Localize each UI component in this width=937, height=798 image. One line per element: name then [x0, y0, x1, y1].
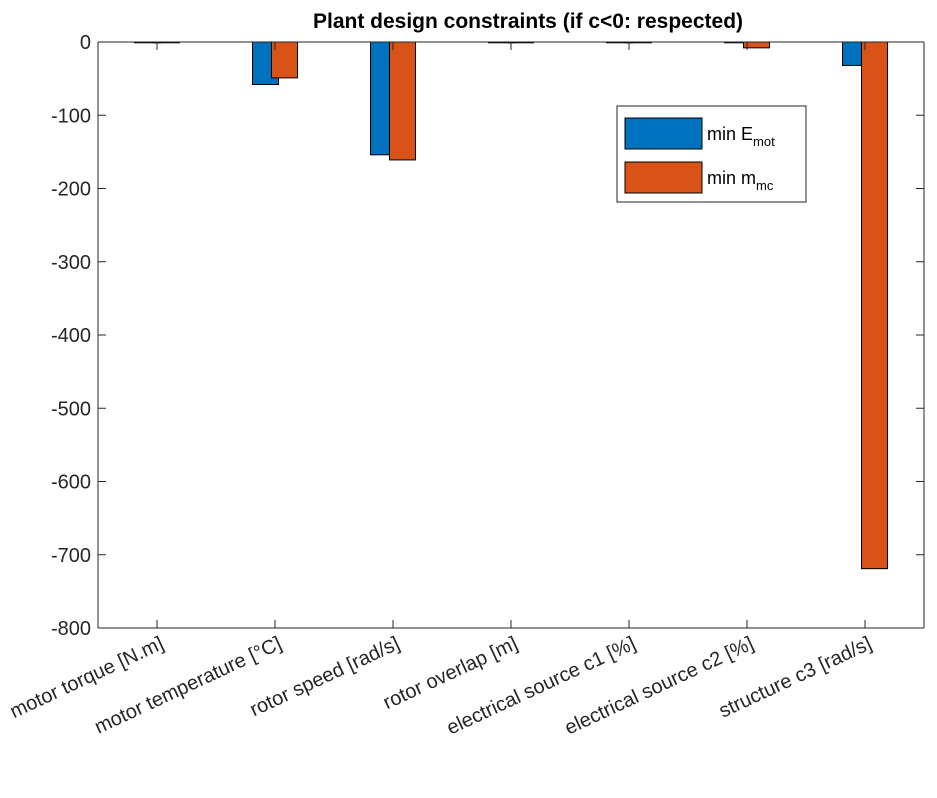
y-tick-label: 0 — [80, 32, 91, 54]
x-tick-label: electrical source c2 [%] — [561, 633, 757, 740]
y-tick-label: -400 — [51, 325, 91, 347]
legend-label-subscript: mc — [756, 178, 774, 193]
legend: min Emot min mmc — [616, 105, 807, 203]
legend-label-subscript: mot — [753, 134, 775, 149]
y-tick-label: -500 — [51, 398, 91, 420]
legend-swatch — [624, 161, 703, 194]
legend-swatch — [624, 117, 703, 150]
legend-label: min mmc — [707, 168, 774, 193]
bar-min-mmc-1 — [271, 41, 298, 79]
y-tick-label: -100 — [51, 105, 91, 127]
chart-title: Plant design constraints (if c<0: respec… — [313, 10, 743, 33]
legend-label-main: min E — [707, 124, 753, 144]
x-tick-label: electrical source c1 [%] — [443, 633, 639, 740]
y-tick-label: -700 — [51, 545, 91, 567]
y-tick-label: -600 — [51, 472, 91, 494]
y-tick-label: -800 — [51, 618, 91, 640]
x-tick-label: motor temperature [°C] — [91, 633, 285, 739]
y-tick-label: -300 — [51, 252, 91, 274]
y-tick-label: -200 — [51, 179, 91, 201]
legend-label-main: min m — [707, 168, 756, 188]
bar-min-mmc-2 — [389, 41, 416, 161]
bar-min-mmc-6 — [861, 41, 888, 570]
legend-label: min Emot — [707, 124, 775, 149]
